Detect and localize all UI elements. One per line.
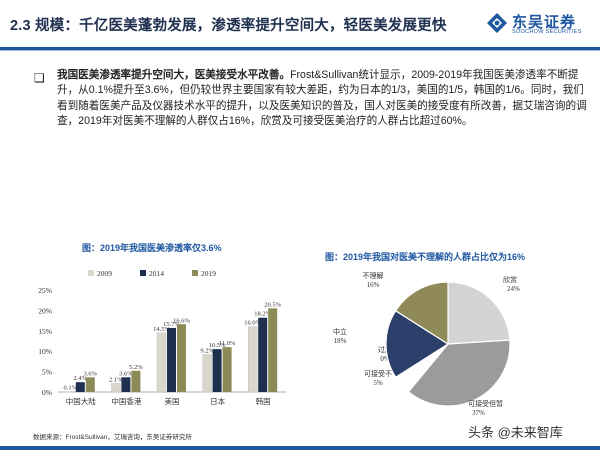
y-tick-label: 10% <box>38 347 52 356</box>
bar-value-label: 20.5% <box>264 301 281 308</box>
bar <box>258 317 268 392</box>
category-label: 韩国 <box>256 396 271 406</box>
pie-slice-name: 可接受但暂 <box>468 399 503 408</box>
category-label: 中国大陆 <box>66 396 96 406</box>
bar-value-label: 18.2% <box>254 311 271 318</box>
pie-slice <box>385 309 450 379</box>
bar <box>111 383 121 393</box>
y-tick-label: 0% <box>42 388 52 397</box>
bar <box>212 349 222 392</box>
pie-slice-value: 0% <box>380 355 390 363</box>
pie-slice <box>447 281 511 345</box>
y-tick-label: 15% <box>38 327 52 336</box>
bar <box>177 324 186 392</box>
pie-slice-value: 18% <box>334 337 347 345</box>
bar-value-label: 11.0% <box>219 340 236 347</box>
body-paragraph: 我国医美渗透率提升空间大，医美接受水平改善。Frost&Sullivan统计显示… <box>57 68 587 130</box>
category-label: 中国香港 <box>111 396 141 406</box>
legend-swatch <box>140 270 146 276</box>
bar-value-label: 2.4% <box>74 375 88 382</box>
bar-value-label: 2.1% <box>109 376 123 383</box>
lead-sentence: 我国医美渗透率提升空间大，医美接受水平改善。 <box>57 69 291 81</box>
header-rule <box>0 47 600 50</box>
bar <box>247 326 258 393</box>
header-rule-thin <box>0 50 600 51</box>
legend-label: 2009 <box>97 269 112 278</box>
pie-chart-title: 图：2019年我国对医美不理解的人群占比仅为16% <box>325 252 526 262</box>
pie-slice-value: 16% <box>367 281 380 289</box>
brand-logo: 东吴证券 SOOCHOW SECURITIES <box>486 8 592 42</box>
source-note: 数据来源：Frost&Sullivan，艾瑞咨询，东吴证券研究所 <box>33 434 192 441</box>
body-text: Frost&Sullivan统计显示，2009-2019年我国医美渗透率不断提升… <box>57 69 587 128</box>
bar <box>167 327 176 392</box>
brand-mark-icon <box>487 13 507 33</box>
pie-slice-name: 可接受不 <box>364 369 392 378</box>
pie-slice-name: 过度 <box>378 345 392 354</box>
pie-slice <box>394 281 449 346</box>
category-label: 日本 <box>210 396 225 406</box>
pie-slice-value: 5% <box>373 379 383 387</box>
bar <box>156 332 167 393</box>
pie-slice-value: 37% <box>472 409 485 417</box>
bar-value-label: 14.5% <box>153 326 170 333</box>
brand-name-cn: 东吴证券 <box>512 14 577 31</box>
bar-value-label: 9.2% <box>200 347 214 354</box>
bar-value-label: 15.7% <box>163 321 180 328</box>
page-title: 2.3 规模：千亿医美蓬勃发展，渗透率提升空间大，轻医美发展更快 <box>10 18 447 34</box>
y-tick-label: 25% <box>38 286 52 295</box>
bar <box>85 377 95 392</box>
category-label: 美国 <box>165 396 180 406</box>
watermark: 头条 @未来智库 <box>468 425 563 440</box>
pie-slice-name: 中立 <box>333 327 347 336</box>
legend-swatch <box>88 270 94 276</box>
bar-value-label: 16.0% <box>244 320 261 327</box>
bar-value-label: 5.2% <box>129 364 143 371</box>
bar <box>222 347 232 392</box>
pie-slice-name: 不理解 <box>363 271 384 280</box>
pie-slice-value: 24% <box>507 285 520 293</box>
bar-value-label: 10.5% <box>209 342 226 349</box>
bar <box>202 354 212 393</box>
bar <box>75 382 85 392</box>
pie-slice <box>407 339 511 407</box>
bullet-icon: ❑ <box>34 71 45 85</box>
legend-label: 2014 <box>149 269 164 278</box>
legend-swatch <box>192 270 198 276</box>
legend-label: 2019 <box>201 269 216 278</box>
bar <box>268 308 278 392</box>
bar-value-label: 16.6% <box>173 317 190 324</box>
bar-chart: 0%5%10%15%20%25%2009 2014 20190.1%2.4%3.6%… <box>38 269 286 406</box>
footer-rule <box>0 446 600 450</box>
bar-chart-title: 图：2019年我国医美渗透率仅3.6% <box>82 243 222 253</box>
bar <box>131 370 141 392</box>
bar-value-label: 0.1% <box>64 385 78 392</box>
bar-value-label: 3.6% <box>119 370 133 377</box>
bar <box>121 377 131 392</box>
y-tick-label: 5% <box>42 368 52 377</box>
pie-slice-name: 欣赏 <box>503 275 517 284</box>
bar-value-label: 3.6% <box>84 370 98 377</box>
brand-name-en: SOOCHOW SECURITIES <box>512 29 582 35</box>
y-tick-label: 20% <box>38 306 52 315</box>
